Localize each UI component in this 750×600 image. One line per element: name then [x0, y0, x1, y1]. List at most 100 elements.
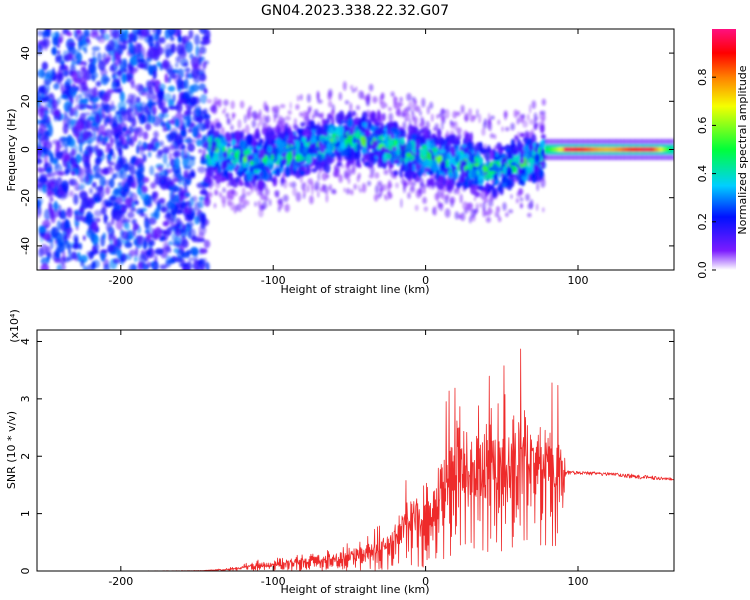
spectrogram-cell [171, 139, 175, 149]
spectrogram-cell [390, 91, 395, 97]
spectrogram-cell [106, 53, 112, 61]
spectrogram-cell [166, 217, 175, 224]
spectrogram-cell [519, 132, 525, 138]
spectrogram-cell [469, 115, 476, 123]
spectrogram-cell [93, 173, 102, 179]
spectrogram-cell [227, 147, 231, 156]
spectrogram-cell [159, 264, 168, 270]
spectrogram-cell [576, 147, 580, 152]
spectrogram-cell [327, 100, 333, 108]
spectrogram-cell [336, 126, 340, 133]
spectrogram-cell [311, 142, 317, 148]
spectrogram-cell [473, 196, 477, 202]
spectrogram-cell [449, 145, 455, 156]
spectrogram-cell [510, 138, 516, 148]
spectrogram-cell [349, 102, 353, 112]
spectrogram-cell [407, 124, 414, 135]
spectrogram-cell [617, 147, 621, 152]
spectrogram-cell [479, 202, 482, 208]
spectrogram-cell [56, 97, 61, 105]
spectrogram-cell [502, 202, 507, 211]
figure-title: GN04.2023.338.22.32.G07 [261, 3, 449, 19]
spectrogram-cell [173, 247, 181, 254]
spectrogram-cell [462, 201, 469, 211]
spectrogram-cell [69, 107, 74, 117]
spectrogram-cell [345, 188, 351, 195]
spectrogram-cell [198, 83, 206, 91]
spectrogram-cell [287, 127, 291, 135]
spectrogram-cell [108, 233, 112, 242]
spectrogram-cell [639, 147, 643, 152]
spectrogram-cell [103, 213, 108, 224]
spectrogram-cell [210, 144, 216, 152]
spectrogram-cell [420, 116, 424, 122]
spectrogram-cell [273, 146, 279, 157]
spectrogram-cell [116, 196, 123, 205]
spectrogram-cell [228, 172, 232, 181]
spectrogram-cell [550, 147, 554, 152]
spectrogram-cell [316, 90, 320, 101]
spectrogram-cell [325, 193, 329, 203]
spectrogram-cell [437, 200, 441, 209]
spectrogram-cell [355, 150, 362, 160]
spectrogram-strong-band [544, 138, 674, 161]
x-tick-label: -200 [108, 274, 133, 287]
spectrogram-cell [91, 63, 97, 75]
spectrogram-cell [82, 130, 89, 141]
spectrogram-cell [77, 82, 87, 93]
spectrogram-cell [127, 211, 135, 219]
spectrogram-cell [172, 94, 176, 103]
spectrogram-cell [60, 150, 65, 156]
spectrogram-cell [592, 147, 595, 152]
spectrogram-cell [384, 194, 387, 199]
spectrogram-cell [483, 118, 488, 125]
spectrogram-cell [478, 157, 484, 166]
spectrogram-cell [533, 153, 541, 163]
spectrogram-cell [218, 191, 223, 198]
spectrogram-cell [510, 122, 515, 131]
spectrogram-cell [148, 217, 157, 225]
colorbar-gradient [712, 29, 736, 270]
spectrogram-cell [178, 138, 185, 144]
spectrogram-cell [64, 184, 69, 194]
snr-series [37, 348, 674, 571]
spectrogram-cell [134, 131, 138, 142]
spectrogram-cell [160, 113, 170, 119]
spectrogram-cell [247, 136, 253, 146]
spectrogram-cell [227, 199, 232, 207]
spectrogram-cell [110, 100, 115, 109]
spectrogram-cell [234, 145, 241, 150]
spectrogram-cell [181, 144, 186, 151]
spectrogram-cell [101, 108, 105, 119]
spectrogram-cell [83, 29, 90, 37]
spectrogram-cell [154, 86, 160, 93]
spectrogram-cell [70, 159, 74, 166]
spectrogram-cell [83, 112, 92, 116]
spectrogram-cell [531, 150, 535, 156]
spectrogram-cell [295, 170, 302, 179]
spectrogram-cell [121, 230, 129, 240]
spectrogram-cell [165, 212, 172, 219]
spectrogram-cell [295, 139, 300, 149]
spectrogram-cell [236, 171, 240, 176]
spectrogram-cell [374, 172, 380, 179]
spectrogram-cell [422, 188, 426, 194]
spectrogram-cell [40, 118, 47, 125]
spectrogram-cell [338, 125, 344, 136]
spectrogram-cell [223, 99, 229, 106]
spectrogram-cell [405, 168, 412, 179]
spectrogram-cell [325, 174, 330, 179]
spectrogram-cell [153, 130, 159, 139]
spectrogram-cell [252, 177, 257, 187]
spectrogram-cell [185, 41, 193, 53]
spectrogram-cell [163, 148, 169, 154]
spectrogram-cell [55, 247, 61, 260]
spectrogram-cell [418, 187, 423, 196]
spectrogram-cell [42, 30, 50, 37]
spectrogram-cell [42, 184, 47, 194]
spectrogram-cell [84, 47, 88, 54]
spectrogram-cell [128, 42, 133, 47]
colorbar: 0.0 0.2 0.4 0.6 0.8 Normalized spectral ampl… [696, 29, 749, 279]
spectrogram-cell [111, 217, 115, 226]
spectrogram-cell [531, 100, 537, 109]
